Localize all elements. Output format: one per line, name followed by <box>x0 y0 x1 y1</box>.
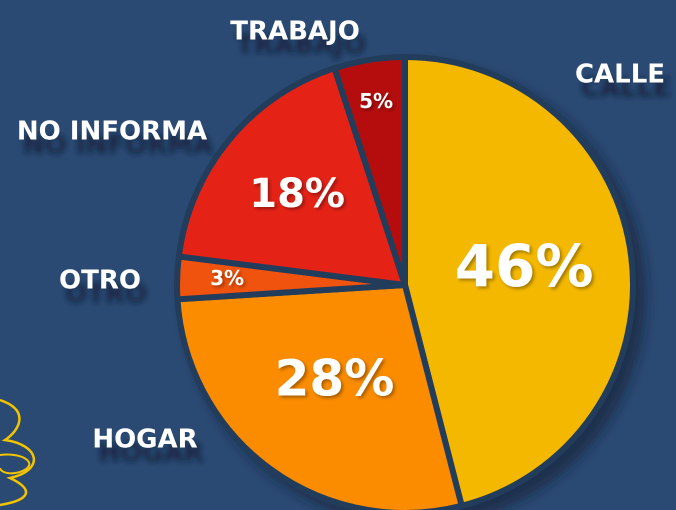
category-label: HOGAR <box>92 425 197 455</box>
pie-slice <box>175 65 408 288</box>
category-label: NO INFORMA <box>17 117 207 147</box>
value-label: 46% <box>455 232 594 300</box>
category-label: OTRO <box>59 266 141 296</box>
value-label: 18% <box>249 171 345 217</box>
decoration <box>0 398 35 507</box>
category-label: TRABAJO <box>230 17 360 47</box>
value-label: 28% <box>275 350 395 408</box>
category-label: CALLE <box>575 60 665 90</box>
value-label: 5% <box>359 89 393 113</box>
pie-slice <box>174 282 465 510</box>
decoration <box>0 453 31 475</box>
pie <box>174 54 636 510</box>
pie-slice <box>331 54 408 288</box>
value-label: 3% <box>210 266 244 290</box>
pie-slice <box>402 54 636 509</box>
